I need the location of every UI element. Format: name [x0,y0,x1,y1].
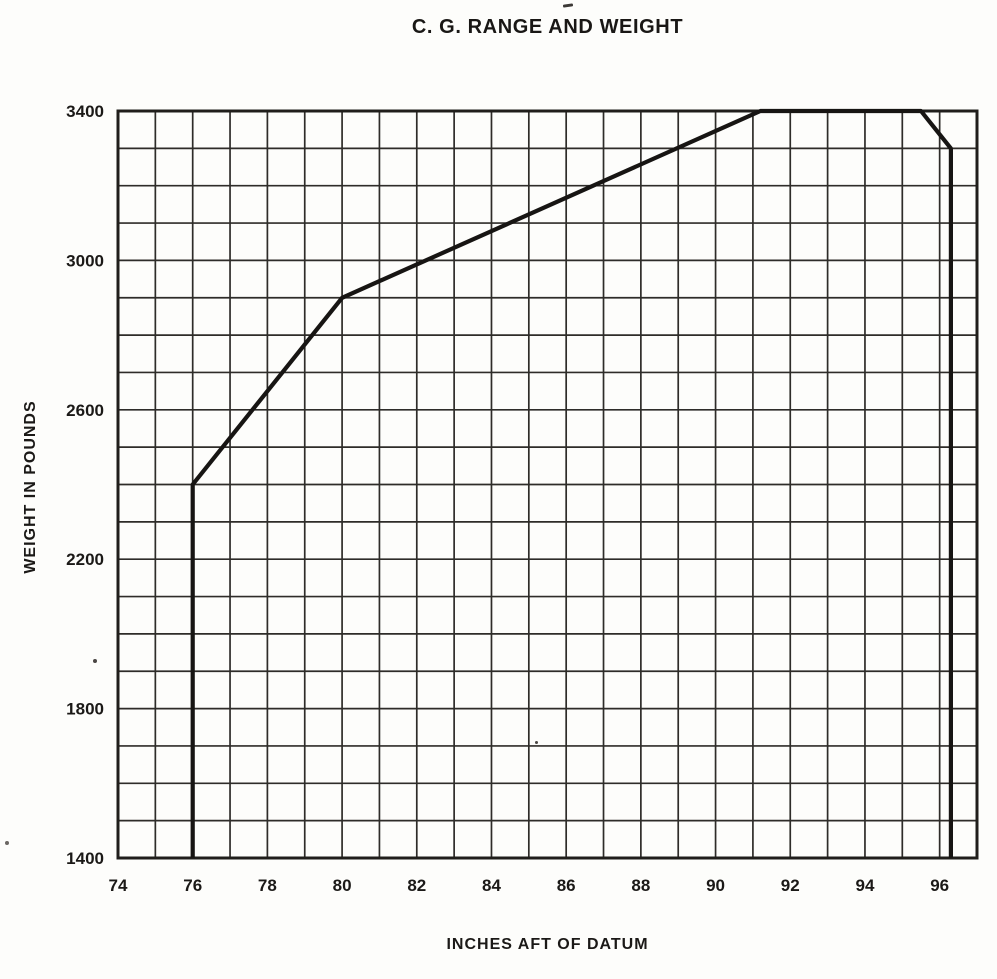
x-tick-label: 94 [855,876,874,895]
x-tick-label: 78 [258,876,277,895]
x-tick-label: 84 [482,876,501,895]
x-tick-label: 90 [706,876,725,895]
scan-speck [93,659,97,663]
y-tick-label: 1400 [66,849,104,868]
y-tick-label: 2200 [66,550,104,569]
plot-frame [116,109,979,860]
x-axis-title: INCHES AFT OF DATUM [446,936,649,953]
x-tick-label: 80 [333,876,352,895]
y-tick-label: 2600 [66,401,104,420]
x-tick-label: 76 [183,876,202,895]
cg-envelope [190,108,954,858]
y-tick-label: 3400 [66,102,104,121]
scan-speck [5,841,9,845]
x-tick-label: 82 [407,876,426,895]
x-tick-label: 88 [631,876,650,895]
y-tick-label: 3000 [66,251,104,270]
x-tick-label: 96 [930,876,949,895]
x-tick-label: 92 [781,876,800,895]
x-tick-label: 74 [109,876,128,895]
chart-title: C. G. RANGE AND WEIGHT [411,16,684,38]
y-tick-label: 1800 [66,700,104,719]
x-tick-label: 86 [557,876,576,895]
scan-speck [535,741,538,744]
